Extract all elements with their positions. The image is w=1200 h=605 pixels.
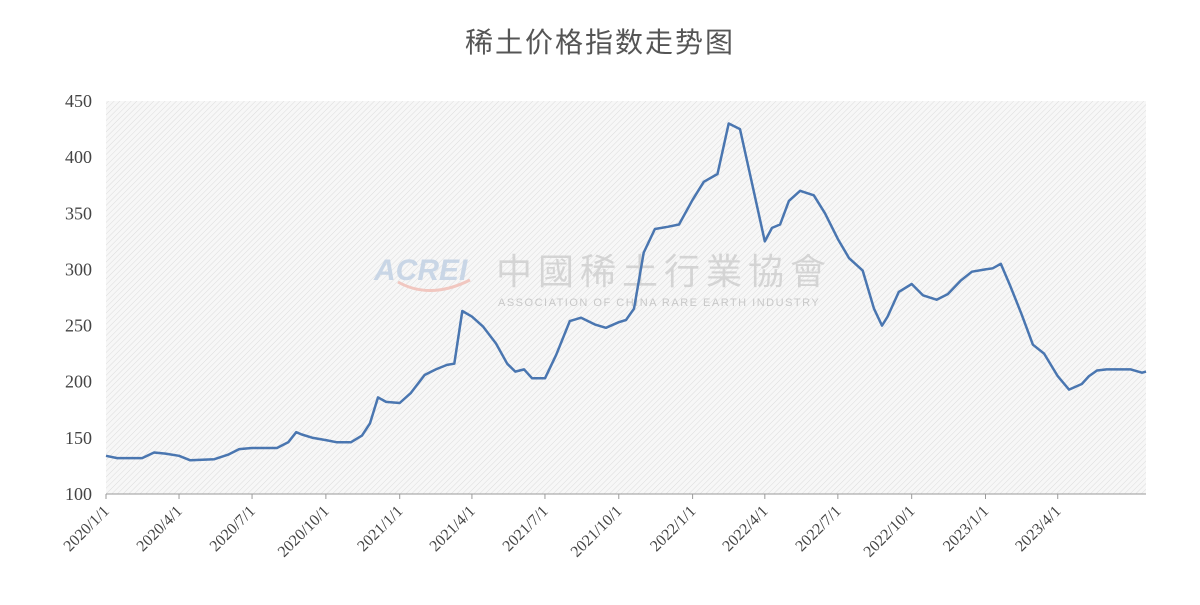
- y-tick-label: 200: [65, 372, 92, 392]
- watermark-name-en: ASSOCIATION OF CHINA RARE EARTH INDUSTRY: [498, 297, 820, 309]
- x-tick-label: 2023/1/1: [940, 503, 992, 555]
- watermark-logo: ACREI: [373, 254, 468, 287]
- y-tick-label: 100: [65, 484, 92, 504]
- watermark: ACREI 中國稀土行業協會 ASSOCIATION OF CHINA RARE…: [373, 252, 832, 309]
- plot-area: [106, 101, 1146, 494]
- x-tick-label: 2023/4/1: [1012, 503, 1064, 555]
- y-tick-label: 300: [65, 259, 92, 279]
- x-tick-label: 2021/7/1: [500, 503, 552, 555]
- x-tick-label: 2020/10/1: [275, 503, 333, 561]
- x-tick-label: 2020/7/1: [207, 503, 259, 555]
- x-tick-label: 2022/10/1: [861, 503, 919, 561]
- x-tick-label: 2020/1/1: [61, 503, 113, 555]
- x-tick-label: 2022/7/1: [792, 503, 844, 555]
- y-tick-label: 400: [65, 147, 92, 167]
- series-line: [105, 122, 1147, 462]
- chart-title: 稀土价格指数走势图: [465, 26, 735, 59]
- y-tick-label: 150: [65, 428, 92, 448]
- x-tick-label: 2020/4/1: [134, 503, 186, 555]
- x-tick-label: 2021/10/1: [568, 503, 626, 561]
- y-tick-label: 350: [65, 203, 92, 223]
- x-axis: 2020/1/1 2020/4/1 2020/7/1 2020/10/1 2021/1/…: [61, 494, 1065, 561]
- x-tick-label: 2021/1/1: [354, 503, 406, 555]
- watermark-name-cn: 中國稀土行業協會: [496, 252, 832, 293]
- series-group: [105, 122, 1147, 462]
- x-tick-label: 2022/1/1: [647, 503, 699, 555]
- y-tick-label: 450: [65, 91, 92, 111]
- x-tick-label: 2021/4/1: [427, 503, 479, 555]
- watermark-swoosh: [397, 278, 471, 292]
- x-tick-label: 2022/4/1: [719, 503, 771, 555]
- y-axis: 100 150 200 250 300 350 400 450: [65, 91, 92, 504]
- y-tick-label: 250: [65, 316, 92, 336]
